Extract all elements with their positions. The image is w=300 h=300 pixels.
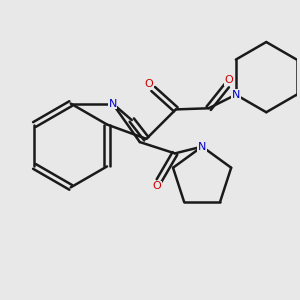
Text: O: O	[144, 80, 153, 89]
Text: O: O	[225, 75, 233, 85]
Text: N: N	[198, 142, 206, 152]
Text: N: N	[108, 99, 117, 109]
Text: O: O	[152, 181, 161, 191]
Text: N: N	[232, 90, 240, 100]
